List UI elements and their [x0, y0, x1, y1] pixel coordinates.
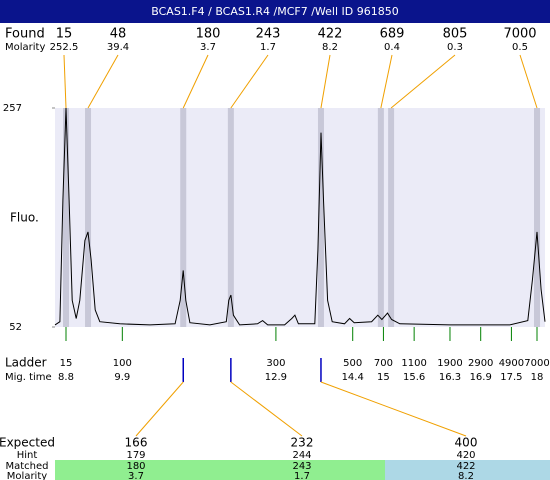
expected-molarity-label: Molarity: [7, 471, 47, 480]
found-molarity: 0.5: [512, 42, 528, 53]
ladder-size: 700: [374, 358, 393, 369]
found-connector: [182, 54, 209, 109]
ladder-time: 17.5: [500, 372, 522, 383]
peak-band: [534, 108, 541, 327]
header-bar: [0, 0, 550, 23]
found-connector: [87, 54, 119, 109]
found-label: Found: [5, 27, 45, 42]
matched-background: [220, 460, 385, 480]
hint-value: 244: [292, 450, 311, 461]
found-size: 48: [110, 27, 127, 42]
hint-label: Hint: [17, 450, 38, 461]
found-connector: [519, 54, 538, 109]
y-tick-label: 52: [9, 322, 22, 333]
matched-value: 422: [456, 461, 475, 472]
expected-label: Expected: [0, 436, 55, 450]
found-connector: [390, 54, 456, 109]
y-tick-label: 257: [3, 103, 22, 114]
found-size: 180: [196, 27, 221, 42]
matched-value: 180: [126, 461, 145, 472]
peak-band: [377, 108, 384, 327]
found-size: 689: [380, 27, 405, 42]
found-molarity: 8.2: [322, 42, 338, 53]
found-connector: [380, 54, 393, 109]
matched-label: Matched: [5, 461, 48, 472]
matched-value: 243: [292, 461, 311, 472]
found-connector: [320, 54, 331, 109]
found-molarity: 252.5: [50, 42, 79, 53]
found-size: 805: [443, 27, 468, 42]
found-size: 15: [56, 27, 73, 42]
peak-band: [227, 108, 234, 327]
found-size: 7000: [503, 27, 536, 42]
plot-background: [55, 108, 545, 327]
expected-connector: [230, 381, 303, 437]
expected-value: 400: [455, 436, 478, 450]
found-connector: [230, 54, 269, 109]
peak-band: [388, 108, 395, 327]
expected-molarity: 8.2: [458, 471, 474, 480]
found-molarity: 1.7: [260, 42, 276, 53]
found-molarity: 3.7: [200, 42, 216, 53]
ladder-size: 500: [343, 358, 362, 369]
ladder-size: 7000: [524, 358, 549, 369]
ladder-size: 1900: [437, 358, 462, 369]
molarity-label: Molarity: [5, 42, 45, 53]
expected-molarity: 3.7: [128, 471, 144, 480]
found-size: 243: [256, 27, 281, 42]
ladder-time: 9.9: [114, 372, 130, 383]
trace: [54, 107, 546, 326]
chart-title: BCAS1.F4 / BCAS1.R4 /MCF7 /Well ID 96185…: [151, 5, 398, 18]
found-size: 422: [318, 27, 343, 42]
peak-band: [85, 108, 92, 327]
y-axis-label: Fluo.: [10, 211, 39, 225]
ladder-size: 15: [60, 358, 73, 369]
ladder-time: 8.8: [58, 372, 74, 383]
peak-band: [317, 108, 324, 327]
ladder-time: 15.6: [403, 372, 425, 383]
ladder-label: Ladder: [5, 356, 47, 370]
ladder-size: 2900: [468, 358, 493, 369]
peak-band: [180, 108, 187, 327]
hint-value: 420: [456, 450, 475, 461]
ladder-time: 16.9: [470, 372, 492, 383]
expected-value: 166: [125, 436, 148, 450]
peak-band: [63, 108, 70, 327]
matched-background: [385, 460, 550, 480]
ladder-size: 300: [266, 358, 285, 369]
found-molarity: 0.4: [384, 42, 400, 53]
mig-time-label: Mig. time: [5, 372, 52, 383]
ladder-time: 18: [531, 372, 544, 383]
ladder-time: 14.4: [342, 372, 364, 383]
expected-connector: [135, 381, 184, 437]
expected-connector: [320, 381, 467, 437]
ladder-time: 15: [377, 372, 390, 383]
matched-background: [55, 460, 220, 480]
ladder-size: 100: [113, 358, 132, 369]
ladder-size: 1100: [401, 358, 426, 369]
ladder-time: 12.9: [265, 372, 287, 383]
expected-molarity: 1.7: [294, 471, 310, 480]
ladder-size: 4900: [499, 358, 524, 369]
found-molarity: 0.3: [447, 42, 463, 53]
found-connector: [63, 54, 67, 109]
ladder-time: 16.3: [439, 372, 461, 383]
found-molarity: 39.4: [107, 42, 129, 53]
hint-value: 179: [126, 450, 145, 461]
expected-value: 232: [291, 436, 314, 450]
